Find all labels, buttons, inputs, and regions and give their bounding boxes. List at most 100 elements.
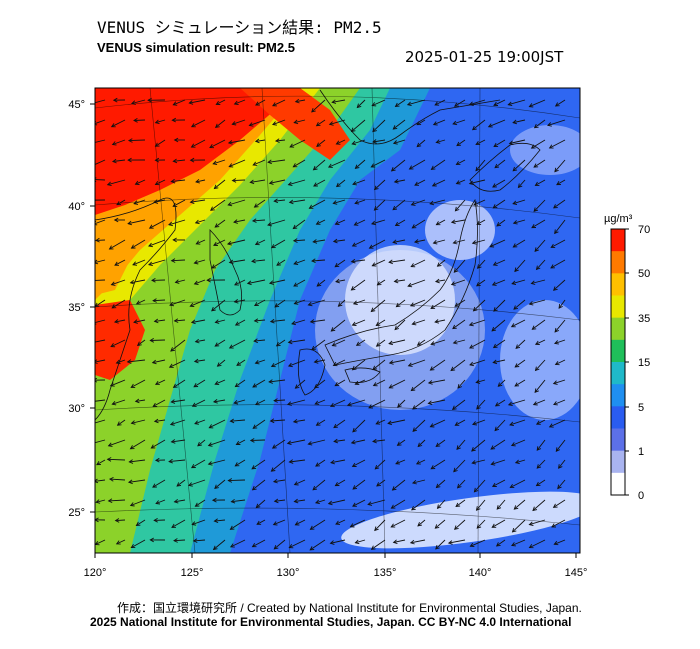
wind-arrow	[153, 318, 166, 324]
wind-arrow	[553, 339, 566, 345]
wind-arrow	[435, 539, 446, 550]
wind-arrow	[415, 459, 426, 465]
wind-arrow	[212, 399, 226, 404]
wind-arrow	[489, 239, 506, 248]
wind-arrow	[267, 159, 286, 165]
wind-arrow	[313, 179, 326, 187]
wind-arrow	[193, 379, 206, 388]
wind-arrow	[210, 199, 226, 211]
wind-arrow	[429, 419, 446, 428]
forecast-timestamp: 2025-01-25 19:00JST	[405, 48, 564, 66]
wind-arrow	[272, 119, 286, 126]
wind-arrow	[233, 299, 246, 304]
wind-arrow	[106, 457, 126, 462]
wind-arrow	[533, 159, 546, 168]
wind-arrow	[352, 299, 366, 305]
wind-arrow	[95, 478, 106, 484]
wind-arrow	[430, 339, 446, 346]
wind-arrow	[149, 537, 166, 543]
wind-arrow	[533, 119, 546, 129]
wind-arrow	[154, 119, 166, 125]
wind-arrow	[496, 219, 506, 227]
wind-arrow	[407, 279, 426, 288]
lat-label-25: 25°	[68, 507, 85, 519]
wind-arrow	[492, 179, 506, 188]
wind-arrow	[528, 519, 546, 526]
parallel-25	[95, 507, 580, 526]
wind-arrow	[511, 539, 526, 547]
wind-arrow	[273, 398, 286, 403]
wind-arrow	[392, 539, 406, 545]
colorbar-cell	[611, 406, 625, 430]
wind-arrow	[534, 359, 546, 372]
wind-arrow	[430, 299, 446, 309]
wind-arrow	[133, 118, 146, 123]
wind-arrow	[332, 199, 346, 205]
wind-arrow	[173, 137, 185, 143]
wind-arrow	[373, 179, 386, 191]
wind-arrow	[273, 539, 286, 550]
wind-arrow	[454, 199, 466, 212]
wind-arrow	[229, 519, 246, 530]
wind-arrow	[110, 279, 126, 286]
wind-arrow	[410, 259, 426, 268]
wind-arrow	[292, 159, 306, 168]
wind-arrow	[491, 319, 506, 332]
wind-arrow	[172, 237, 186, 243]
wind-arrow	[149, 338, 166, 343]
wind-arrow	[252, 419, 266, 429]
wind-arrow	[233, 399, 246, 405]
wind-arrow	[349, 519, 366, 528]
wind-arrow	[550, 259, 566, 269]
wind-arrow	[311, 258, 326, 264]
wind-arrow	[115, 359, 126, 365]
colorbar-tick-label: 15	[638, 357, 650, 369]
clean-air-patch-east	[500, 300, 580, 420]
wind-arrow	[207, 459, 226, 466]
wind-arrow	[234, 319, 246, 326]
wind-arrow	[95, 399, 106, 402]
wind-arrow	[509, 419, 526, 427]
wind-arrow	[170, 439, 186, 444]
wind-arrow	[430, 159, 446, 170]
wind-arrow	[272, 519, 286, 526]
wind-arrow	[554, 319, 566, 333]
wind-arrow	[409, 539, 426, 545]
wind-arrow	[130, 379, 146, 388]
wind-arrow	[351, 239, 366, 247]
wind-arrow	[368, 399, 386, 409]
wind-arrow	[251, 459, 266, 470]
wind-arrow	[475, 139, 486, 146]
wind-arrow	[393, 179, 406, 184]
wind-arrow	[308, 199, 326, 209]
wind-arrow	[151, 359, 166, 365]
wind-arrow	[472, 419, 486, 426]
colorbar-tick-label: 70	[638, 224, 650, 236]
wind-arrow	[434, 278, 446, 284]
wind-arrow	[533, 199, 546, 212]
wind-arrow	[374, 519, 386, 532]
wind-arrow	[307, 299, 326, 307]
wind-arrow	[95, 439, 106, 444]
wind-arrow	[171, 519, 186, 528]
wind-arrow	[491, 279, 506, 286]
wind-arrow	[112, 97, 126, 103]
wind-arrow	[536, 439, 546, 451]
wind-arrow	[189, 157, 206, 163]
wind-arrow	[108, 476, 126, 482]
wind-arrow	[411, 479, 426, 485]
wind-arrow	[476, 279, 486, 287]
wind-arrow	[111, 139, 126, 146]
coast-sakhalin-russia	[319, 89, 501, 145]
wind-arrow	[451, 399, 466, 410]
wind-arrow	[388, 359, 406, 365]
colorbar-ticks: 70 50 35 15 5 1 0	[625, 224, 650, 502]
wind-arrow	[207, 439, 226, 447]
wind-arrow	[116, 419, 126, 426]
wind-arrow	[216, 359, 226, 367]
wind-arrow	[251, 479, 266, 491]
wind-arrow	[114, 259, 126, 266]
colorbar-unit: µg/m³	[604, 213, 633, 225]
wind-arrow	[552, 499, 566, 508]
lon-label-130: 130°	[277, 567, 300, 579]
